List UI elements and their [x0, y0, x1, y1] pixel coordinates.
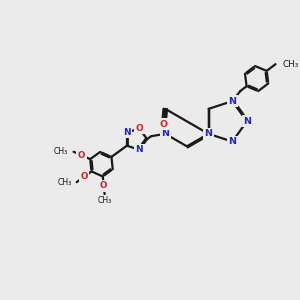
Text: N: N	[243, 117, 251, 126]
Text: N: N	[228, 97, 236, 106]
Text: N: N	[205, 129, 212, 138]
Text: O: O	[80, 172, 88, 182]
Text: O: O	[160, 120, 168, 129]
Text: N: N	[123, 128, 131, 137]
Text: CH₃: CH₃	[57, 178, 71, 188]
Text: N: N	[228, 137, 236, 146]
Text: CH₃: CH₃	[53, 147, 68, 156]
Text: N: N	[136, 145, 143, 154]
Text: CH₃: CH₃	[98, 196, 112, 206]
Text: O: O	[100, 181, 107, 190]
Text: O: O	[136, 124, 143, 133]
Text: CH₃: CH₃	[282, 60, 298, 69]
Text: O: O	[78, 151, 85, 160]
Text: N: N	[161, 129, 169, 138]
